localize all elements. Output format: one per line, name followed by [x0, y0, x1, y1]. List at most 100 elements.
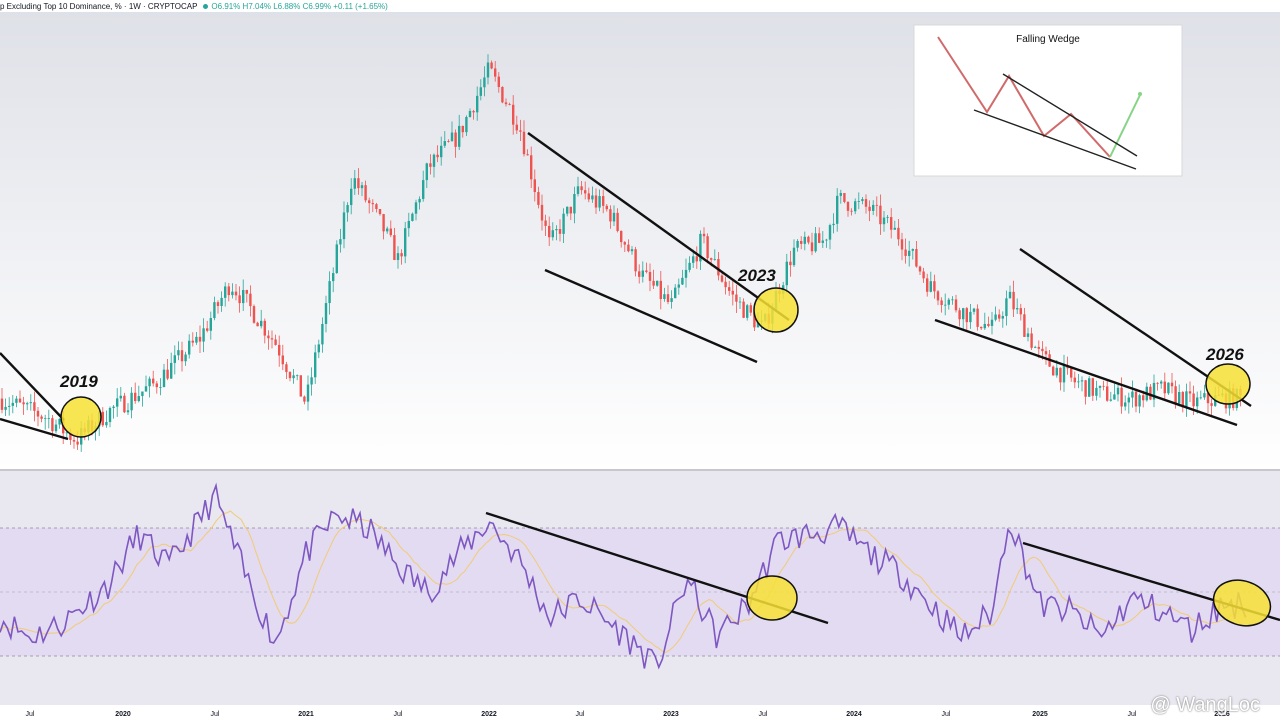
candle-body: [126, 410, 130, 413]
candle-body: [418, 198, 421, 203]
candle-body: [134, 392, 137, 402]
candle-body: [15, 398, 18, 403]
candle-body: [260, 320, 263, 327]
candle-body: [666, 294, 670, 302]
candle-body: [0, 398, 4, 410]
candle-body: [461, 125, 464, 133]
candle-body: [558, 229, 562, 234]
inset-lower-line: [973, 109, 1137, 170]
candle-body: [112, 406, 115, 408]
candle-body: [800, 240, 803, 244]
candle-body: [321, 323, 324, 345]
candle-body: [1127, 397, 1130, 403]
candle-body: [796, 240, 799, 248]
candle-body: [1016, 308, 1019, 310]
x-tick-label: 2026: [1214, 711, 1230, 718]
candle-body: [414, 202, 418, 214]
candle-body: [288, 372, 292, 379]
candle-body: [882, 217, 886, 225]
candle-body: [256, 322, 259, 327]
candle-body: [1192, 393, 1195, 407]
x-tick-label: Jul: [211, 711, 220, 718]
x-tick-label: 2022: [481, 711, 497, 718]
candle-body: [227, 286, 230, 296]
ohlc-readout: O6.91% H7.04% L6.88% C6.99% +0.11 (+1.65…: [211, 2, 388, 11]
chart-header: p Excluding Top 10 Dominance, % · 1W · C…: [0, 2, 388, 11]
candle-body: [904, 249, 907, 256]
candle-body: [393, 235, 396, 260]
x-tick-label: 2021: [298, 711, 314, 718]
candle-body: [1088, 378, 1091, 397]
candle-body: [458, 125, 461, 147]
candle-body: [846, 201, 850, 211]
candle-body: [270, 338, 274, 340]
candle-body: [594, 195, 598, 208]
x-tick-label: 2025: [1032, 711, 1048, 718]
candle-body: [612, 212, 616, 222]
candle-body: [987, 323, 990, 326]
x-tick-label: Jul: [942, 711, 951, 718]
candle-body: [602, 196, 605, 206]
candle-body: [1080, 380, 1084, 382]
candle-body: [1170, 382, 1174, 387]
candle-body: [789, 261, 792, 266]
candle-body: [522, 131, 526, 155]
candle-body: [184, 354, 187, 362]
candle-body: [792, 247, 796, 266]
candle-body: [432, 154, 436, 167]
candle-body: [1156, 382, 1159, 384]
rsi-line: [0, 482, 1247, 670]
candle-body: [540, 204, 544, 221]
candle-body: [314, 352, 317, 378]
candle-body: [191, 340, 194, 343]
candle-body: [450, 132, 454, 142]
candle-body: [990, 319, 994, 326]
candle-body: [926, 278, 929, 292]
candle-body: [641, 270, 644, 277]
candle-body: [1199, 397, 1202, 399]
rsi-highlight-2023: [746, 575, 798, 621]
candle-body: [306, 384, 310, 402]
x-tick-label: Jul: [576, 711, 585, 718]
candle-body: [933, 281, 936, 292]
candle-body: [1026, 333, 1030, 337]
candle-body: [1196, 397, 1199, 407]
candle-body: [731, 290, 734, 295]
candle-body: [969, 311, 972, 323]
candle-body: [1134, 391, 1138, 407]
candle-body: [364, 185, 367, 201]
candle-body: [342, 212, 346, 240]
label-2026: 2026: [1205, 345, 1244, 364]
candle-body: [890, 217, 893, 230]
price-candles: [0, 54, 1242, 452]
candle-body: [512, 104, 515, 125]
candle-body: [44, 418, 47, 420]
candle-body: [854, 201, 857, 212]
candle-body: [785, 261, 788, 286]
candle-body: [807, 236, 810, 243]
candle-body: [339, 239, 342, 245]
candle-body: [663, 294, 666, 299]
candle-body: [177, 350, 180, 356]
candle-body: [1178, 391, 1181, 404]
candle-body: [1160, 381, 1163, 384]
candle-body: [65, 432, 68, 434]
candle-body: [645, 270, 648, 272]
candle-body: [994, 314, 997, 320]
candle-body: [422, 180, 425, 199]
candle-body: [828, 225, 832, 240]
candle-body: [36, 410, 40, 417]
candle-body: [620, 230, 623, 243]
candle-body: [1077, 381, 1080, 383]
candle-body: [357, 178, 360, 189]
candle-body: [746, 305, 749, 318]
candle-body: [476, 95, 479, 113]
candle-body: [1005, 298, 1008, 317]
candle-body: [108, 407, 112, 423]
candle-body: [504, 102, 508, 105]
candle-body: [1181, 391, 1184, 408]
candle-body: [976, 308, 979, 327]
candle-body: [742, 301, 745, 318]
candle-body: [501, 86, 504, 103]
candle-body: [1210, 403, 1213, 406]
